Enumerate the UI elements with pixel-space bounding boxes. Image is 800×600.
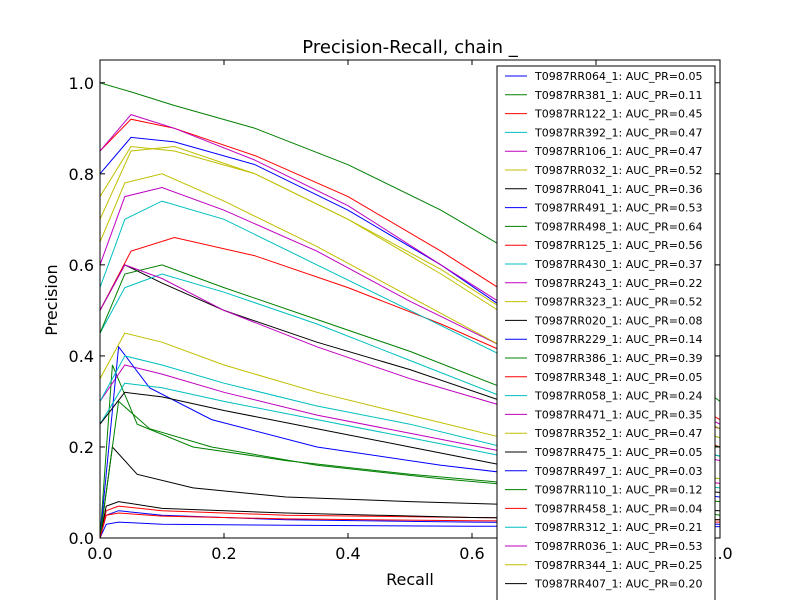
legend-entry: T0987RR458_1: AUC_PR=0.04 <box>534 502 702 515</box>
x-tick-label: 0.4 <box>335 544 360 563</box>
x-tick-label: 0.0 <box>87 544 112 563</box>
legend-entry: T0987RR491_1: AUC_PR=0.53 <box>534 202 702 215</box>
legend-entry: T0987RR344_1: AUC_PR=0.25 <box>534 559 702 572</box>
chart-title: Precision-Recall, chain _ <box>302 37 518 58</box>
legend-entry: T0987RR243_1: AUC_PR=0.22 <box>534 277 702 290</box>
y-tick-label: 0.4 <box>69 347 94 366</box>
legend-entry: T0987RR036_1: AUC_PR=0.53 <box>534 540 702 553</box>
y-tick-label: 0.2 <box>69 438 94 457</box>
legend-entry: T0987RR125_1: AUC_PR=0.56 <box>534 239 702 252</box>
legend-entry: T0987RR106_1: AUC_PR=0.47 <box>534 145 702 158</box>
y-tick-label: 0.0 <box>69 529 94 548</box>
legend-entry: T0987RR032_1: AUC_PR=0.52 <box>534 164 702 177</box>
y-axis-label: Precision <box>42 264 61 335</box>
y-tick-label: 0.6 <box>69 256 94 275</box>
x-tick-label: 0.6 <box>459 544 484 563</box>
legend-entry: T0987RR498_1: AUC_PR=0.64 <box>534 220 702 233</box>
legend-entry: T0987RR122_1: AUC_PR=0.45 <box>534 108 702 121</box>
legend-entry: T0987RR381_1: AUC_PR=0.11 <box>534 89 702 102</box>
legend-box <box>496 65 716 600</box>
series-line-23 <box>100 512 720 538</box>
legend-entry: T0987RR064_1: AUC_PR=0.05 <box>534 70 702 83</box>
y-tick-label: 1.0 <box>69 74 94 93</box>
legend-entry: T0987RR475_1: AUC_PR=0.05 <box>534 446 702 459</box>
legend-entry: T0987RR229_1: AUC_PR=0.14 <box>534 333 702 346</box>
legend-entry: T0987RR430_1: AUC_PR=0.37 <box>534 258 702 271</box>
y-tick-label: 0.8 <box>69 165 94 184</box>
x-tick-label: 0.2 <box>211 544 236 563</box>
legend-entry: T0987RR058_1: AUC_PR=0.24 <box>534 390 702 403</box>
legend-entry: T0987RR348_1: AUC_PR=0.05 <box>534 371 702 384</box>
legend: T0987RR064_1: AUC_PR=0.05 T0987RR381_1: A… <box>496 65 716 600</box>
legend-entry: T0987RR312_1: AUC_PR=0.21 <box>534 521 702 534</box>
legend-entry: T0987RR041_1: AUC_PR=0.36 <box>534 183 702 196</box>
legend-entry: T0987RR352_1: AUC_PR=0.47 <box>534 427 702 440</box>
series-line-20 <box>100 501 720 538</box>
legend-entry: T0987RR471_1: AUC_PR=0.35 <box>534 408 702 421</box>
legend-entry: T0987RR407_1: AUC_PR=0.20 <box>534 578 702 591</box>
x-axis-label: Recall <box>386 570 434 589</box>
series-line-21 <box>100 521 720 538</box>
legend-entry: T0987RR497_1: AUC_PR=0.03 <box>534 465 702 478</box>
legend-entry: T0987RR392_1: AUC_PR=0.47 <box>534 126 702 139</box>
legend-entry: T0987RR020_1: AUC_PR=0.08 <box>534 314 702 327</box>
legend-entry: T0987RR110_1: AUC_PR=0.12 <box>534 484 702 497</box>
legend-entry: T0987RR386_1: AUC_PR=0.39 <box>534 352 702 365</box>
legend-entry: T0987RR323_1: AUC_PR=0.52 <box>534 296 702 309</box>
plot-frame <box>99 59 721 539</box>
